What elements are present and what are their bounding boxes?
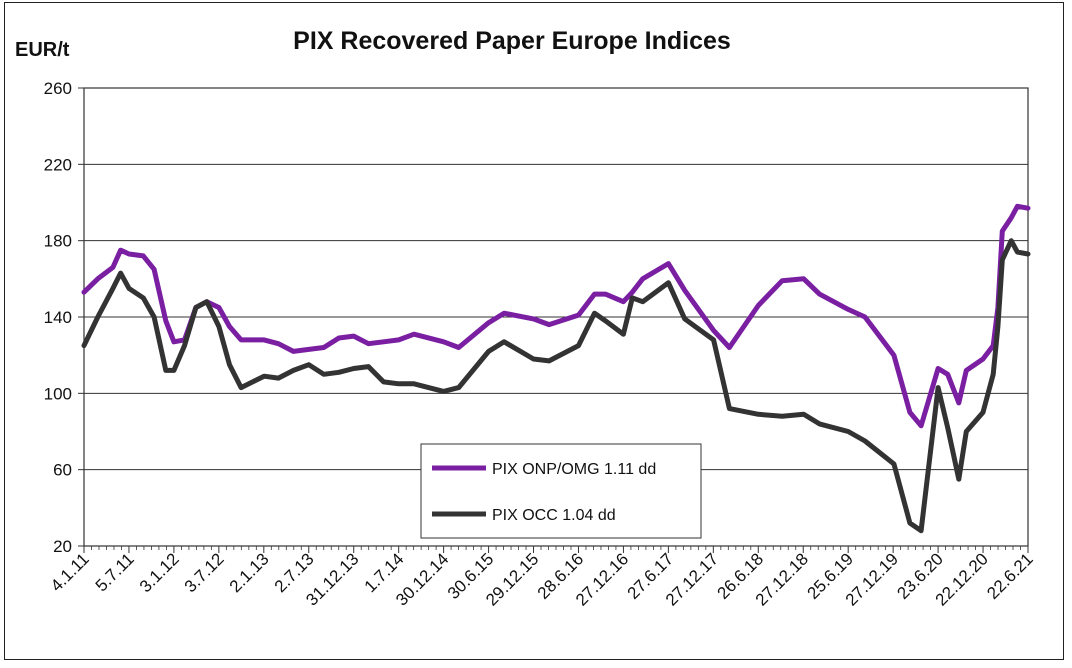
y-axis-unit-label: EUR/t (15, 39, 70, 61)
y-axis: 20 60 100 140 180 220 260 (44, 79, 84, 556)
legend-box (420, 443, 702, 539)
y-tick-label: 100 (44, 384, 72, 403)
x-tick-label: 2.1.13 (226, 549, 273, 596)
legend: PIX ONP/OMG 1.11 dd PIX OCC 1.04 dd (420, 443, 702, 539)
x-tick-label: 3.1.12 (136, 549, 183, 596)
gridlines (84, 163, 1028, 471)
y-tick-label: 220 (44, 155, 72, 174)
x-tick-label: 4.1.11 (47, 549, 93, 595)
legend-label-onp: PIX ONP/OMG 1.11 dd (492, 461, 656, 478)
y-tick-label: 60 (53, 461, 72, 480)
y-tick-label: 260 (44, 79, 72, 98)
x-tick-label: 5.7.11 (92, 549, 138, 595)
legend-label-occ: PIX OCC 1.04 dd (492, 507, 616, 524)
y-tick-label: 180 (44, 232, 72, 251)
series-lines (81, 203, 1031, 534)
series-line-occ (81, 238, 1031, 534)
chart-title: PIX Recovered Paper Europe Indices (293, 27, 731, 55)
x-axis: 4.1.115.7.113.1.123.7.122.1.132.7.1331.1… (47, 546, 1037, 610)
y-tick-label: 140 (44, 308, 72, 327)
x-tick-label: 3.7.12 (181, 549, 228, 596)
x-tick-label: 22.6.21 (983, 549, 1037, 603)
y-tick-label: 20 (53, 537, 72, 556)
